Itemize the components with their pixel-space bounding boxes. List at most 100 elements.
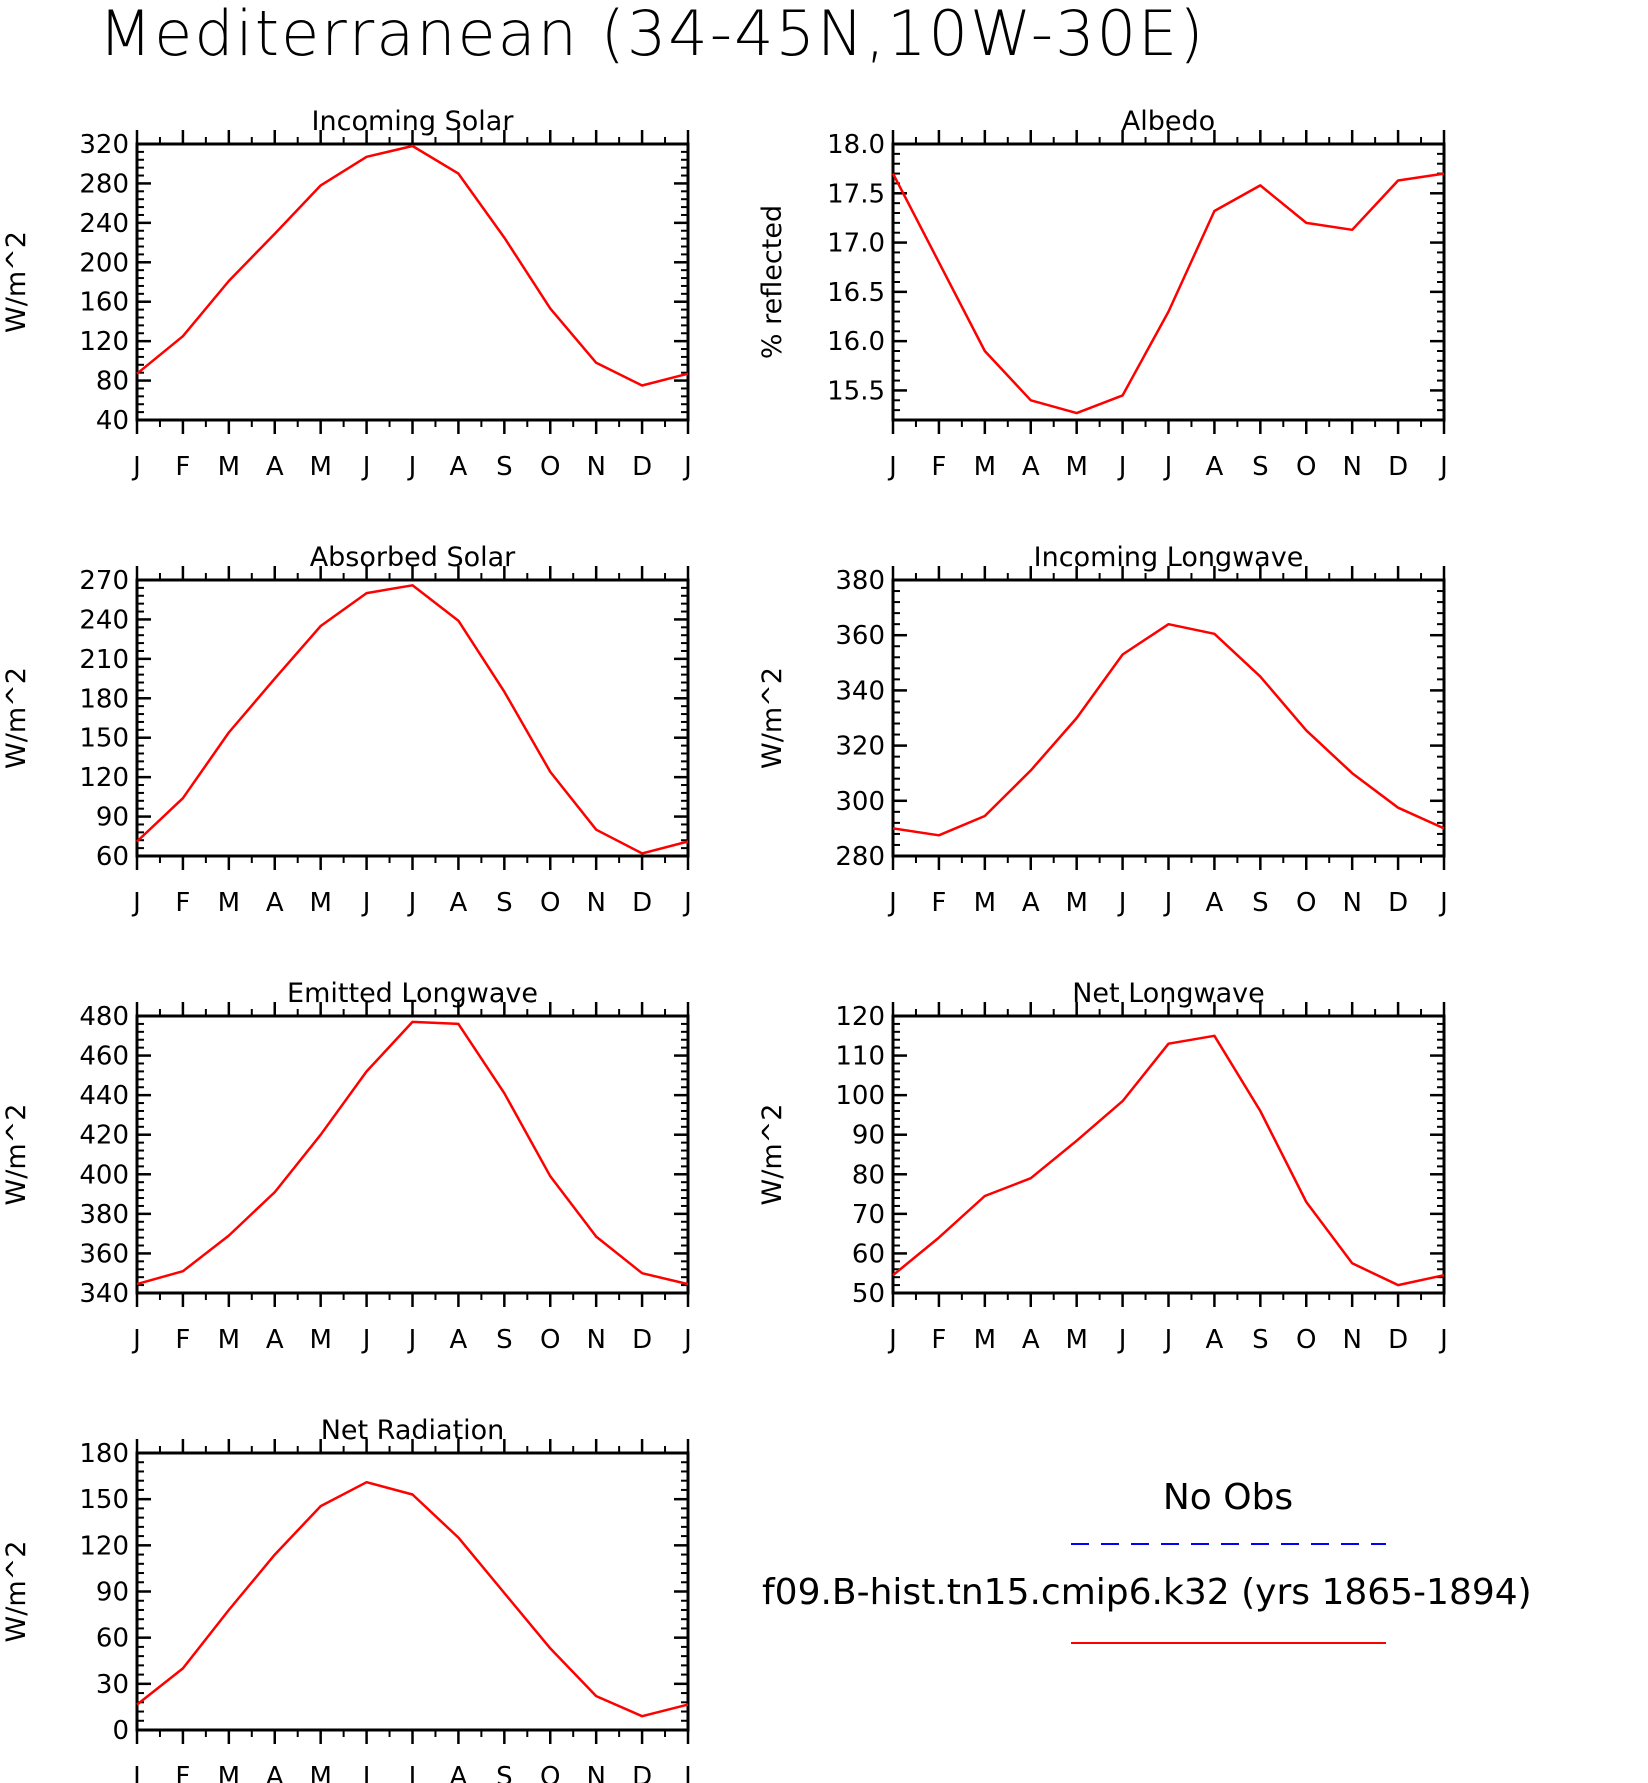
- incoming-longwave-title: Incoming Longwave: [1034, 542, 1304, 573]
- absorbed-solar-ytick-label: 240: [79, 605, 129, 635]
- emitted-longwave-xtick-label: D: [632, 1325, 652, 1355]
- net-radiation-ytick-label: 0: [112, 1716, 129, 1746]
- incoming-solar-ytick-label: 120: [79, 327, 129, 357]
- emitted-longwave-series-line: [136, 1020, 689, 1286]
- net-radiation-xtick-label: J: [131, 1762, 141, 1783]
- net-radiation-ytick-label: 120: [79, 1531, 129, 1561]
- net-radiation-series-line: [136, 1480, 689, 1718]
- incoming-solar-xtick-label: S: [496, 452, 513, 482]
- incoming-solar-xtick-label: A: [450, 452, 468, 482]
- incoming-solar-xtick-label: J: [361, 452, 371, 482]
- absorbed-solar-ytick-label: 90: [96, 803, 129, 833]
- incoming-solar-ytick-label: 160: [79, 288, 129, 318]
- absorbed-solar-xtick-label: M: [309, 888, 331, 918]
- absorbed-solar-xtick-label: F: [175, 888, 190, 918]
- net-longwave-xtick-label: J: [887, 1325, 897, 1355]
- net-longwave-ytick-label: 110: [835, 1042, 885, 1072]
- net-longwave-xtick-label: M: [1065, 1325, 1087, 1355]
- panel-emitted-longwave: J F M A M J J A S O N D J340360380400420440460480Emi…: [1, 978, 692, 1355]
- net-radiation-xtick-label: J: [682, 1762, 692, 1783]
- net-longwave-xtick-label: F: [931, 1325, 946, 1355]
- emitted-longwave-ytick-label: 400: [79, 1160, 129, 1190]
- net-longwave-xtick-label: O: [1296, 1325, 1316, 1355]
- emitted-longwave-ylabel: W/m^2: [1, 1104, 32, 1206]
- albedo-series-line: [891, 172, 1445, 415]
- incoming-solar-ytick-label: 200: [79, 248, 129, 278]
- emitted-longwave-ytick-label: 360: [79, 1239, 129, 1269]
- panel-albedo: J F M A M J J A S O N D J15.516.016.517.017.518.0Alb…: [757, 106, 1448, 482]
- absorbed-solar-xtick-label: J: [407, 888, 417, 918]
- emitted-longwave-xtick-label: O: [540, 1325, 560, 1355]
- absorbed-solar-series-line: [136, 584, 689, 855]
- absorbed-solar-xtick-label: D: [632, 888, 652, 918]
- incoming-longwave-xtick-label: A: [1206, 888, 1224, 918]
- emitted-longwave-xtick-label: J: [131, 1325, 141, 1355]
- emitted-longwave-title: Emitted Longwave: [287, 978, 538, 1009]
- emitted-longwave-plot-frame: [135, 1014, 690, 1295]
- panel-absorbed-solar: J F M A M J J A S O N D J6090120150180210240270Absor…: [1, 542, 692, 918]
- net-longwave-xtick-label: A: [1206, 1325, 1224, 1355]
- albedo-xtick-label: O: [1296, 452, 1316, 482]
- albedo-ytick-label: 17.0: [827, 229, 885, 259]
- incoming-solar-title: Incoming Solar: [312, 106, 515, 137]
- net-radiation-xtick-label: A: [450, 1762, 468, 1783]
- incoming-longwave-ylabel: W/m^2: [757, 667, 788, 769]
- net-radiation-ytick-label: 90: [96, 1578, 129, 1608]
- absorbed-solar-xtick-label: A: [266, 888, 284, 918]
- absorbed-solar-xtick-label: O: [540, 888, 560, 918]
- net-radiation-xtick-label: N: [586, 1762, 605, 1783]
- net-longwave-xtick-label: A: [1022, 1325, 1040, 1355]
- incoming-longwave-ytick-label: 340: [835, 676, 885, 706]
- albedo-xtick-label: F: [931, 452, 946, 482]
- absorbed-solar-xtick-label: J: [361, 888, 371, 918]
- emitted-longwave-xtick-label: F: [175, 1325, 190, 1355]
- albedo-title: Albedo: [1122, 106, 1215, 137]
- net-radiation-ylabel: W/m^2: [1, 1541, 32, 1643]
- emitted-longwave-ytick-label: 380: [79, 1200, 129, 1230]
- absorbed-solar-ytick-label: 210: [79, 645, 129, 675]
- incoming-solar-ytick-label: 280: [79, 169, 129, 199]
- net-radiation-title: Net Radiation: [321, 1415, 505, 1446]
- absorbed-solar-ytick-label: 60: [96, 842, 129, 872]
- incoming-solar-xtick-label: F: [175, 452, 190, 482]
- absorbed-solar-ytick-label: 120: [79, 763, 129, 793]
- absorbed-solar-title: Absorbed Solar: [310, 542, 516, 573]
- figure-title: Mediterranean (34-45N,10W-30E): [99, 0, 1206, 70]
- net-radiation-ytick-label: 180: [79, 1439, 129, 1469]
- emitted-longwave-xtick-label: J: [361, 1325, 371, 1355]
- absorbed-solar-xtick-label: N: [586, 888, 605, 918]
- net-longwave-series-line: [892, 1034, 1445, 1287]
- incoming-solar-ytick-label: 320: [79, 130, 129, 160]
- net-radiation-xtick-label: F: [175, 1762, 190, 1783]
- incoming-longwave-xtick-label: F: [931, 888, 946, 918]
- incoming-longwave-xtick-label: M: [974, 888, 996, 918]
- albedo-xtick-label: J: [1438, 452, 1448, 482]
- albedo-ytick-label: 16.0: [827, 327, 885, 357]
- incoming-solar-ytick-label: 80: [96, 367, 129, 397]
- emitted-longwave-xtick-label: A: [450, 1325, 468, 1355]
- emitted-longwave-xtick-label: J: [407, 1325, 417, 1355]
- panel-incoming-solar: J F M A M J J A S O N D J4080120160200240280320Incom…: [1, 106, 692, 482]
- net-longwave-xtick-label: M: [974, 1325, 996, 1355]
- net-longwave-xtick-label: J: [1117, 1325, 1127, 1355]
- absorbed-solar-xtick-label: A: [450, 888, 468, 918]
- absorbed-solar-xtick-label: J: [131, 888, 141, 918]
- emitted-longwave-ytick-label: 480: [79, 1002, 129, 1032]
- incoming-longwave-xtick-label: M: [1065, 888, 1087, 918]
- albedo-xtick-label: A: [1022, 452, 1040, 482]
- incoming-solar-xtick-label: A: [266, 452, 284, 482]
- incoming-longwave-xtick-label: J: [1438, 888, 1448, 918]
- absorbed-solar-ytick-label: 270: [79, 566, 129, 596]
- net-longwave-xtick-label: S: [1252, 1325, 1269, 1355]
- net-radiation-xtick-label: A: [266, 1762, 284, 1783]
- net-radiation-xtick-label: D: [632, 1762, 652, 1783]
- net-longwave-ytick-label: 80: [852, 1160, 885, 1190]
- incoming-solar-xtick-label: J: [131, 452, 141, 482]
- legend: No Obs f09.B-hist.tn15.cmip6.k32 (yrs 18…: [762, 1477, 1532, 1644]
- net-radiation-xtick-label: J: [407, 1762, 417, 1783]
- net-longwave-ytick-label: 120: [835, 1002, 885, 1032]
- emitted-longwave-xtick-label: A: [266, 1325, 284, 1355]
- albedo-xtick-label: D: [1388, 452, 1408, 482]
- albedo-ytick-label: 18.0: [827, 130, 885, 160]
